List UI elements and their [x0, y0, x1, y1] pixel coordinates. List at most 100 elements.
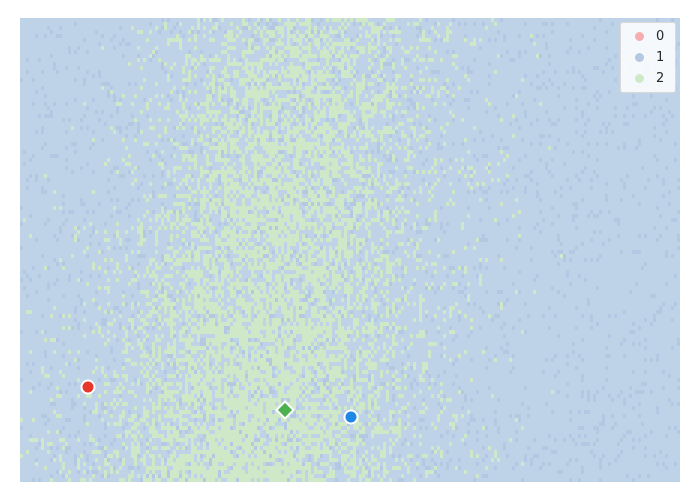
class-cell [275, 182, 278, 186]
class-cell [299, 114, 302, 118]
class-cell [401, 286, 404, 290]
class-cell [254, 22, 257, 26]
class-cell [281, 218, 284, 222]
class-cell [191, 222, 194, 226]
class-cell [575, 326, 578, 330]
class-cell [296, 158, 299, 162]
class-cell [248, 282, 251, 286]
class-cell [434, 290, 437, 294]
class-cell [341, 46, 344, 50]
class-cell [209, 94, 212, 98]
class-cell [425, 226, 428, 230]
class-cell [239, 318, 242, 322]
class-cell [182, 322, 185, 326]
class-cell [248, 114, 251, 118]
class-cell [668, 110, 671, 114]
class-cell [134, 118, 137, 122]
class-cell [251, 274, 254, 278]
class-cell [320, 202, 323, 206]
class-cell [257, 230, 260, 234]
class-cell [380, 74, 383, 78]
class-cell [407, 150, 410, 154]
class-cell [176, 258, 179, 262]
class-cell [413, 86, 416, 90]
class-cell [317, 266, 320, 270]
class-cell [386, 62, 389, 66]
class-cell [227, 158, 230, 162]
class-cell [305, 206, 308, 210]
class-cell [239, 130, 242, 134]
class-cell [365, 330, 368, 334]
class-cell [224, 326, 227, 330]
class-cell [284, 210, 287, 214]
class-cell [395, 130, 398, 134]
class-cell [431, 86, 434, 90]
class-cell [374, 74, 377, 78]
class-cell [485, 290, 488, 294]
class-cell [425, 314, 428, 318]
class-cell [278, 30, 281, 34]
class-cell [293, 142, 296, 146]
class-cell [341, 314, 344, 318]
class-cell [245, 194, 248, 198]
class-cell [353, 322, 356, 326]
class-cell [314, 38, 317, 42]
class-cell [308, 130, 311, 134]
class-cell [164, 262, 167, 266]
class-cell [320, 246, 323, 250]
class-cell [407, 118, 410, 122]
class-cell [275, 158, 278, 162]
class-cell [152, 306, 155, 310]
class-cell [515, 246, 518, 250]
class-cell [338, 138, 341, 142]
class-cell [245, 78, 248, 82]
class-cell [434, 314, 437, 318]
class-cell [158, 294, 161, 298]
class-cell [293, 162, 296, 166]
class-cell [326, 90, 329, 94]
class-cell [263, 162, 266, 166]
class-cell [605, 194, 608, 198]
class-cell [347, 250, 350, 254]
class-cell [260, 334, 263, 338]
class-cell [596, 158, 599, 162]
class-cell [167, 78, 170, 82]
class-cell [347, 146, 350, 150]
class-cell [392, 114, 395, 118]
class-cell [209, 222, 212, 226]
class-cell [377, 22, 380, 26]
class-cell [305, 262, 308, 266]
class-cell [182, 330, 185, 334]
class-cell [518, 126, 521, 130]
class-cell [443, 174, 446, 178]
class-cell [317, 282, 320, 286]
class-cell [224, 338, 227, 342]
class-cell [170, 334, 173, 338]
class-cell [236, 234, 239, 238]
class-cell [311, 178, 314, 182]
class-cell [314, 74, 317, 78]
class-cell [347, 22, 350, 26]
class-cell [278, 42, 281, 46]
class-cell [134, 134, 137, 138]
class-cell [245, 334, 248, 338]
class-cell [173, 126, 176, 130]
class-cell [269, 134, 272, 138]
class-cell [335, 138, 338, 142]
class-cell [323, 138, 326, 142]
class-cell [377, 90, 380, 94]
class-cell [191, 114, 194, 118]
class-cell [380, 210, 383, 214]
class-cell [257, 206, 260, 210]
class-cell [644, 262, 647, 266]
class-cell [554, 146, 557, 150]
class-cell [185, 142, 188, 146]
class-cell [137, 54, 140, 58]
class-cell [230, 290, 233, 294]
class-cell [548, 170, 551, 174]
class-cell [398, 278, 401, 282]
class-cell [284, 206, 287, 210]
class-cell [332, 110, 335, 114]
class-cell [26, 178, 29, 182]
class-cell [215, 190, 218, 194]
